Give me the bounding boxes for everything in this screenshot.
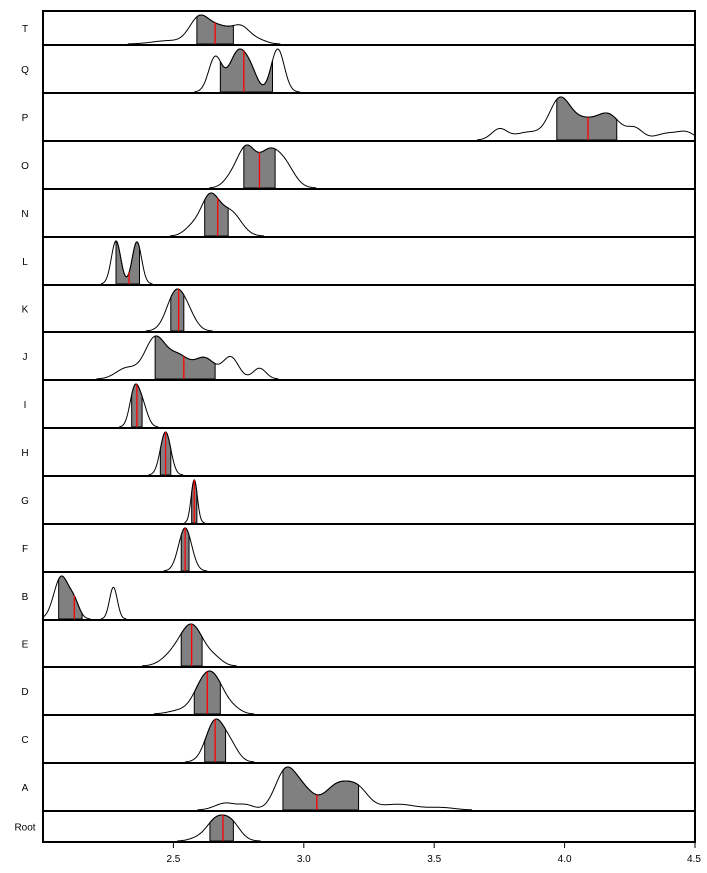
credible-interval-a [282, 766, 360, 811]
x-tick-label: 2.5 [166, 854, 180, 865]
x-tick-label: 4.5 [687, 854, 701, 865]
density-curve-k [145, 288, 213, 332]
row-l: L [22, 236, 696, 286]
row-j: J [23, 331, 696, 381]
row-label: K [22, 305, 29, 316]
density-curve-q [194, 48, 301, 93]
x-tick-label: 3.5 [427, 854, 441, 865]
density-curve-p [477, 96, 695, 141]
row-frame-f [42, 523, 696, 573]
row-label: H [21, 448, 28, 459]
row-f: F [22, 523, 696, 573]
row-k: K [22, 284, 696, 333]
row-b: B [22, 571, 696, 621]
x-tick-label: 3.0 [297, 854, 311, 865]
row-frame-a [42, 762, 696, 812]
credible-interval-p [556, 96, 618, 141]
row-d: D [21, 666, 696, 716]
row-frame-j [42, 331, 696, 381]
row-label: C [21, 735, 28, 746]
row-n: N [21, 188, 696, 238]
density-curve-l [100, 240, 153, 285]
row-frame-t [42, 10, 696, 46]
row-frame-l [42, 236, 696, 286]
row-frame-n [42, 188, 696, 238]
row-frame-b [42, 571, 696, 621]
row-label: G [21, 496, 29, 507]
row-label: O [21, 161, 29, 172]
density-curve-o [209, 144, 317, 189]
row-label: D [21, 687, 28, 698]
row-frame-k [42, 284, 696, 333]
row-o: O [21, 140, 696, 190]
x-tick-label: 4.0 [558, 854, 572, 865]
row-g: G [21, 475, 696, 525]
density-curve-i [119, 383, 159, 428]
row-label: T [22, 24, 28, 35]
row-label: N [21, 209, 28, 220]
row-root: Root [14, 810, 696, 843]
x-axis: 2.5 3.0 3.5 4.0 4.5 [166, 842, 701, 865]
row-p: P [22, 92, 696, 142]
row-q: Q [21, 44, 696, 94]
row-label: F [22, 544, 28, 555]
row-label: L [22, 257, 28, 268]
row-a: A [22, 762, 696, 812]
row-frame-o [42, 140, 696, 190]
density-curve-j [96, 335, 279, 380]
row-c: C [21, 714, 696, 764]
row-t: T [22, 10, 696, 46]
row-frame-d [42, 666, 696, 716]
credible-interval-k [170, 288, 185, 332]
density-curve-n [170, 192, 265, 237]
density-curve-e [142, 623, 237, 667]
row-frame-root [42, 810, 696, 843]
row-label: Root [14, 823, 35, 834]
density-curve-root [177, 814, 261, 842]
row-frame-e [42, 619, 696, 668]
row-e: E [22, 619, 696, 668]
row-label: J [23, 352, 28, 363]
chart-rows: T Q P O N L K J I H G F B E D C A Root [14, 10, 696, 843]
row-i: I [24, 379, 696, 429]
density-curve-b [43, 575, 127, 620]
credible-interval-l [115, 240, 140, 285]
row-label: Q [21, 65, 29, 76]
row-frame-c [42, 714, 696, 764]
row-label: A [22, 783, 29, 794]
row-frame-h [42, 427, 696, 477]
row-h: H [21, 427, 696, 477]
density-curve-a [197, 766, 473, 811]
row-label: B [22, 592, 29, 603]
density-curve-d [153, 670, 255, 715]
row-frame-q [42, 44, 696, 94]
density-curve-c [185, 718, 255, 763]
credible-interval-n [204, 192, 229, 237]
credible-interval-q [219, 48, 273, 93]
density-curve-t [127, 14, 281, 45]
credible-interval-b [58, 575, 83, 620]
row-frame-g [42, 475, 696, 525]
row-label: P [22, 113, 29, 124]
row-label: E [22, 640, 29, 651]
row-label: I [24, 400, 27, 411]
